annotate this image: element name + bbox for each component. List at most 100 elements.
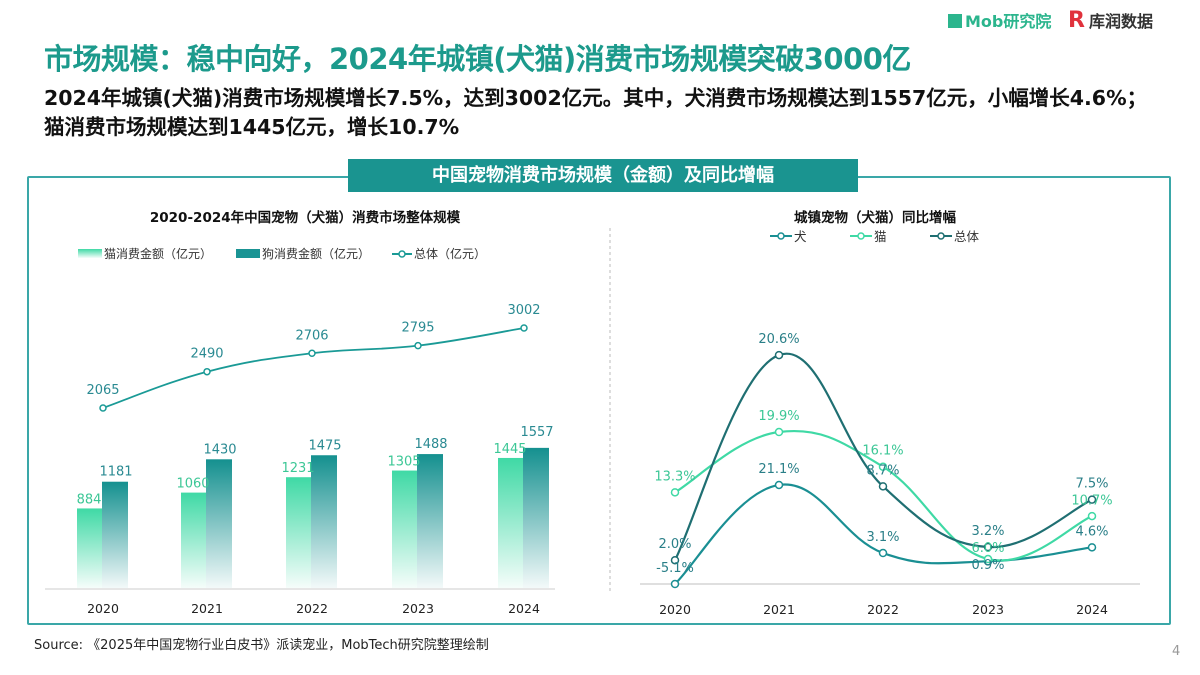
- x-tick-right-2023: 2023: [972, 602, 1004, 617]
- label-犬-2024: 4.6%: [1075, 524, 1108, 539]
- page-number: 4: [1172, 644, 1181, 659]
- point-犬-2022: [878, 548, 888, 558]
- point-犬-2024: [1087, 543, 1097, 552]
- label-cat-2021: 1060: [176, 477, 209, 492]
- label-犬-2022: 3.1%: [866, 530, 899, 545]
- right-legend: 犬 猫 总体: [770, 229, 980, 244]
- page-subtitle: 2024年城镇(犬猫)消费市场规模增长7.5%，达到3002亿元。其中，犬消费市…: [44, 86, 1148, 139]
- point-总体-2024: [1087, 495, 1097, 504]
- label-犬-2023: 0.9%: [971, 558, 1004, 573]
- label-总体-2024: 7.5%: [1075, 477, 1108, 492]
- left-chart-title: 2020-2024年中国宠物（犬猫）消费市场整体规模: [150, 209, 461, 226]
- x-tick-2024: 2024: [508, 601, 540, 616]
- bar-dog-2023: [417, 454, 443, 588]
- point-总体-2022: [878, 482, 888, 491]
- x-tick-2021: 2021: [191, 601, 223, 616]
- bar-dog-2020: [102, 481, 128, 588]
- legend-label-总体: 总体: [954, 229, 980, 244]
- label-dog-2021: 1430: [203, 442, 236, 457]
- label-犬-2020: -5.1%: [656, 561, 694, 576]
- label-总体-2023: 3.2%: [971, 524, 1004, 539]
- label-猫-2021: 19.9%: [758, 409, 799, 424]
- point-total-2023: [414, 341, 422, 350]
- label-猫-2024: 10.7%: [1071, 494, 1112, 509]
- kr-logo-icon: R: [1068, 8, 1085, 33]
- bar-cat-2022: [286, 477, 311, 588]
- label-cat-2022: 1231: [281, 461, 314, 476]
- line-犬: [674, 483, 1093, 585]
- x-tick-2022: 2022: [296, 601, 328, 616]
- point-猫-2020: [670, 488, 680, 497]
- legend-label-cat: 猫消费金额（亿元）: [104, 246, 212, 261]
- label-total-2022: 2706: [295, 328, 328, 343]
- x-tick-right-2021: 2021: [763, 602, 795, 617]
- point-猫-2022: [878, 462, 888, 471]
- bar-dog-2021: [206, 459, 232, 588]
- x-tick-right-2022: 2022: [867, 602, 899, 617]
- bar-cat-2024: [498, 457, 523, 588]
- kr-logo-text: 库润数据: [1088, 12, 1153, 31]
- label-cat-2024: 1445: [493, 442, 526, 457]
- point-total-2020: [99, 404, 107, 412]
- label-total-2021: 2490: [190, 347, 223, 362]
- mob-logo: Mob研究院: [948, 8, 1051, 32]
- legend-label-total: 总体（亿元）: [414, 246, 486, 261]
- bar-dog-2024: [523, 447, 549, 588]
- point-total-2024: [520, 324, 528, 332]
- label-dog-2020: 1181: [99, 465, 132, 480]
- label-dog-2022: 1475: [308, 438, 341, 453]
- legend-label-犬: 犬: [794, 229, 807, 244]
- x-tick-2023: 2023: [402, 601, 434, 616]
- bar-dog-2022: [311, 455, 337, 588]
- label-dog-2024: 1557: [520, 425, 553, 440]
- label-猫-2023: 6.0%: [971, 541, 1004, 556]
- left-legend: 猫消费金额（亿元） 狗消费金额（亿元） 总体（亿元）: [78, 246, 486, 261]
- point-猫-2024: [1087, 511, 1097, 521]
- point-total-2021: [203, 367, 211, 376]
- label-total-2020: 2065: [86, 383, 119, 398]
- point-总体-2020: [670, 555, 680, 565]
- legend-marker-猫: [857, 232, 865, 240]
- section-banner: 中国宠物消费市场规模（金额）及同比增幅: [348, 159, 858, 192]
- mob-logo-text: Mob研究院: [965, 12, 1052, 31]
- right-chart-title: 城镇宠物（犬猫）同比增幅: [794, 209, 956, 226]
- legend-marker-总体: [937, 232, 945, 240]
- source-note: Source: 《2025年中国宠物行业白皮书》派读宠业，MobTech研究院整…: [34, 638, 489, 653]
- label-cat-2020: 884: [77, 492, 102, 507]
- legend-swatch-cat: [78, 249, 102, 258]
- x-tick-right-2024: 2024: [1076, 602, 1108, 617]
- legend-label-dog: 狗消费金额（亿元）: [262, 246, 370, 261]
- x-tick-right-2020: 2020: [659, 602, 691, 617]
- bar-cat-2023: [392, 470, 417, 588]
- label-cat-2023: 1305: [387, 455, 420, 470]
- label-总体-2021: 20.6%: [758, 332, 799, 347]
- legend-marker-total: [398, 250, 406, 258]
- label-total-2023: 2795: [401, 321, 434, 336]
- label-dog-2023: 1488: [414, 437, 447, 452]
- point-犬-2020: [670, 579, 680, 589]
- page-title: 市场规模：稳中向好，2024年城镇(犬猫)消费市场规模突破3000亿: [44, 42, 911, 76]
- label-猫-2020: 13.3%: [654, 469, 695, 484]
- legend-label-猫: 猫: [874, 229, 887, 244]
- label-total-2024: 3002: [507, 303, 540, 318]
- bar-cat-2020: [77, 508, 102, 588]
- point-总体-2021: [774, 350, 784, 360]
- point-total-2022: [308, 349, 316, 358]
- label-总体-2022: 8.7%: [866, 463, 899, 478]
- point-猫-2023: [983, 554, 993, 564]
- legend-swatch-dog: [236, 249, 260, 258]
- line-总体: [674, 352, 1093, 561]
- bar-cat-2021: [181, 492, 206, 588]
- mob-logo-icon: [948, 14, 962, 28]
- label-总体-2020: 2.0%: [658, 537, 691, 552]
- kr-logo: R 库润数据: [1068, 8, 1153, 33]
- x-tick-2020: 2020: [87, 601, 119, 616]
- point-猫-2021: [774, 427, 784, 437]
- point-犬-2021: [774, 480, 784, 490]
- legend-marker-犬: [777, 232, 785, 240]
- point-总体-2023: [983, 542, 993, 552]
- label-猫-2022: 16.1%: [862, 444, 903, 459]
- label-犬-2021: 21.1%: [758, 462, 799, 477]
